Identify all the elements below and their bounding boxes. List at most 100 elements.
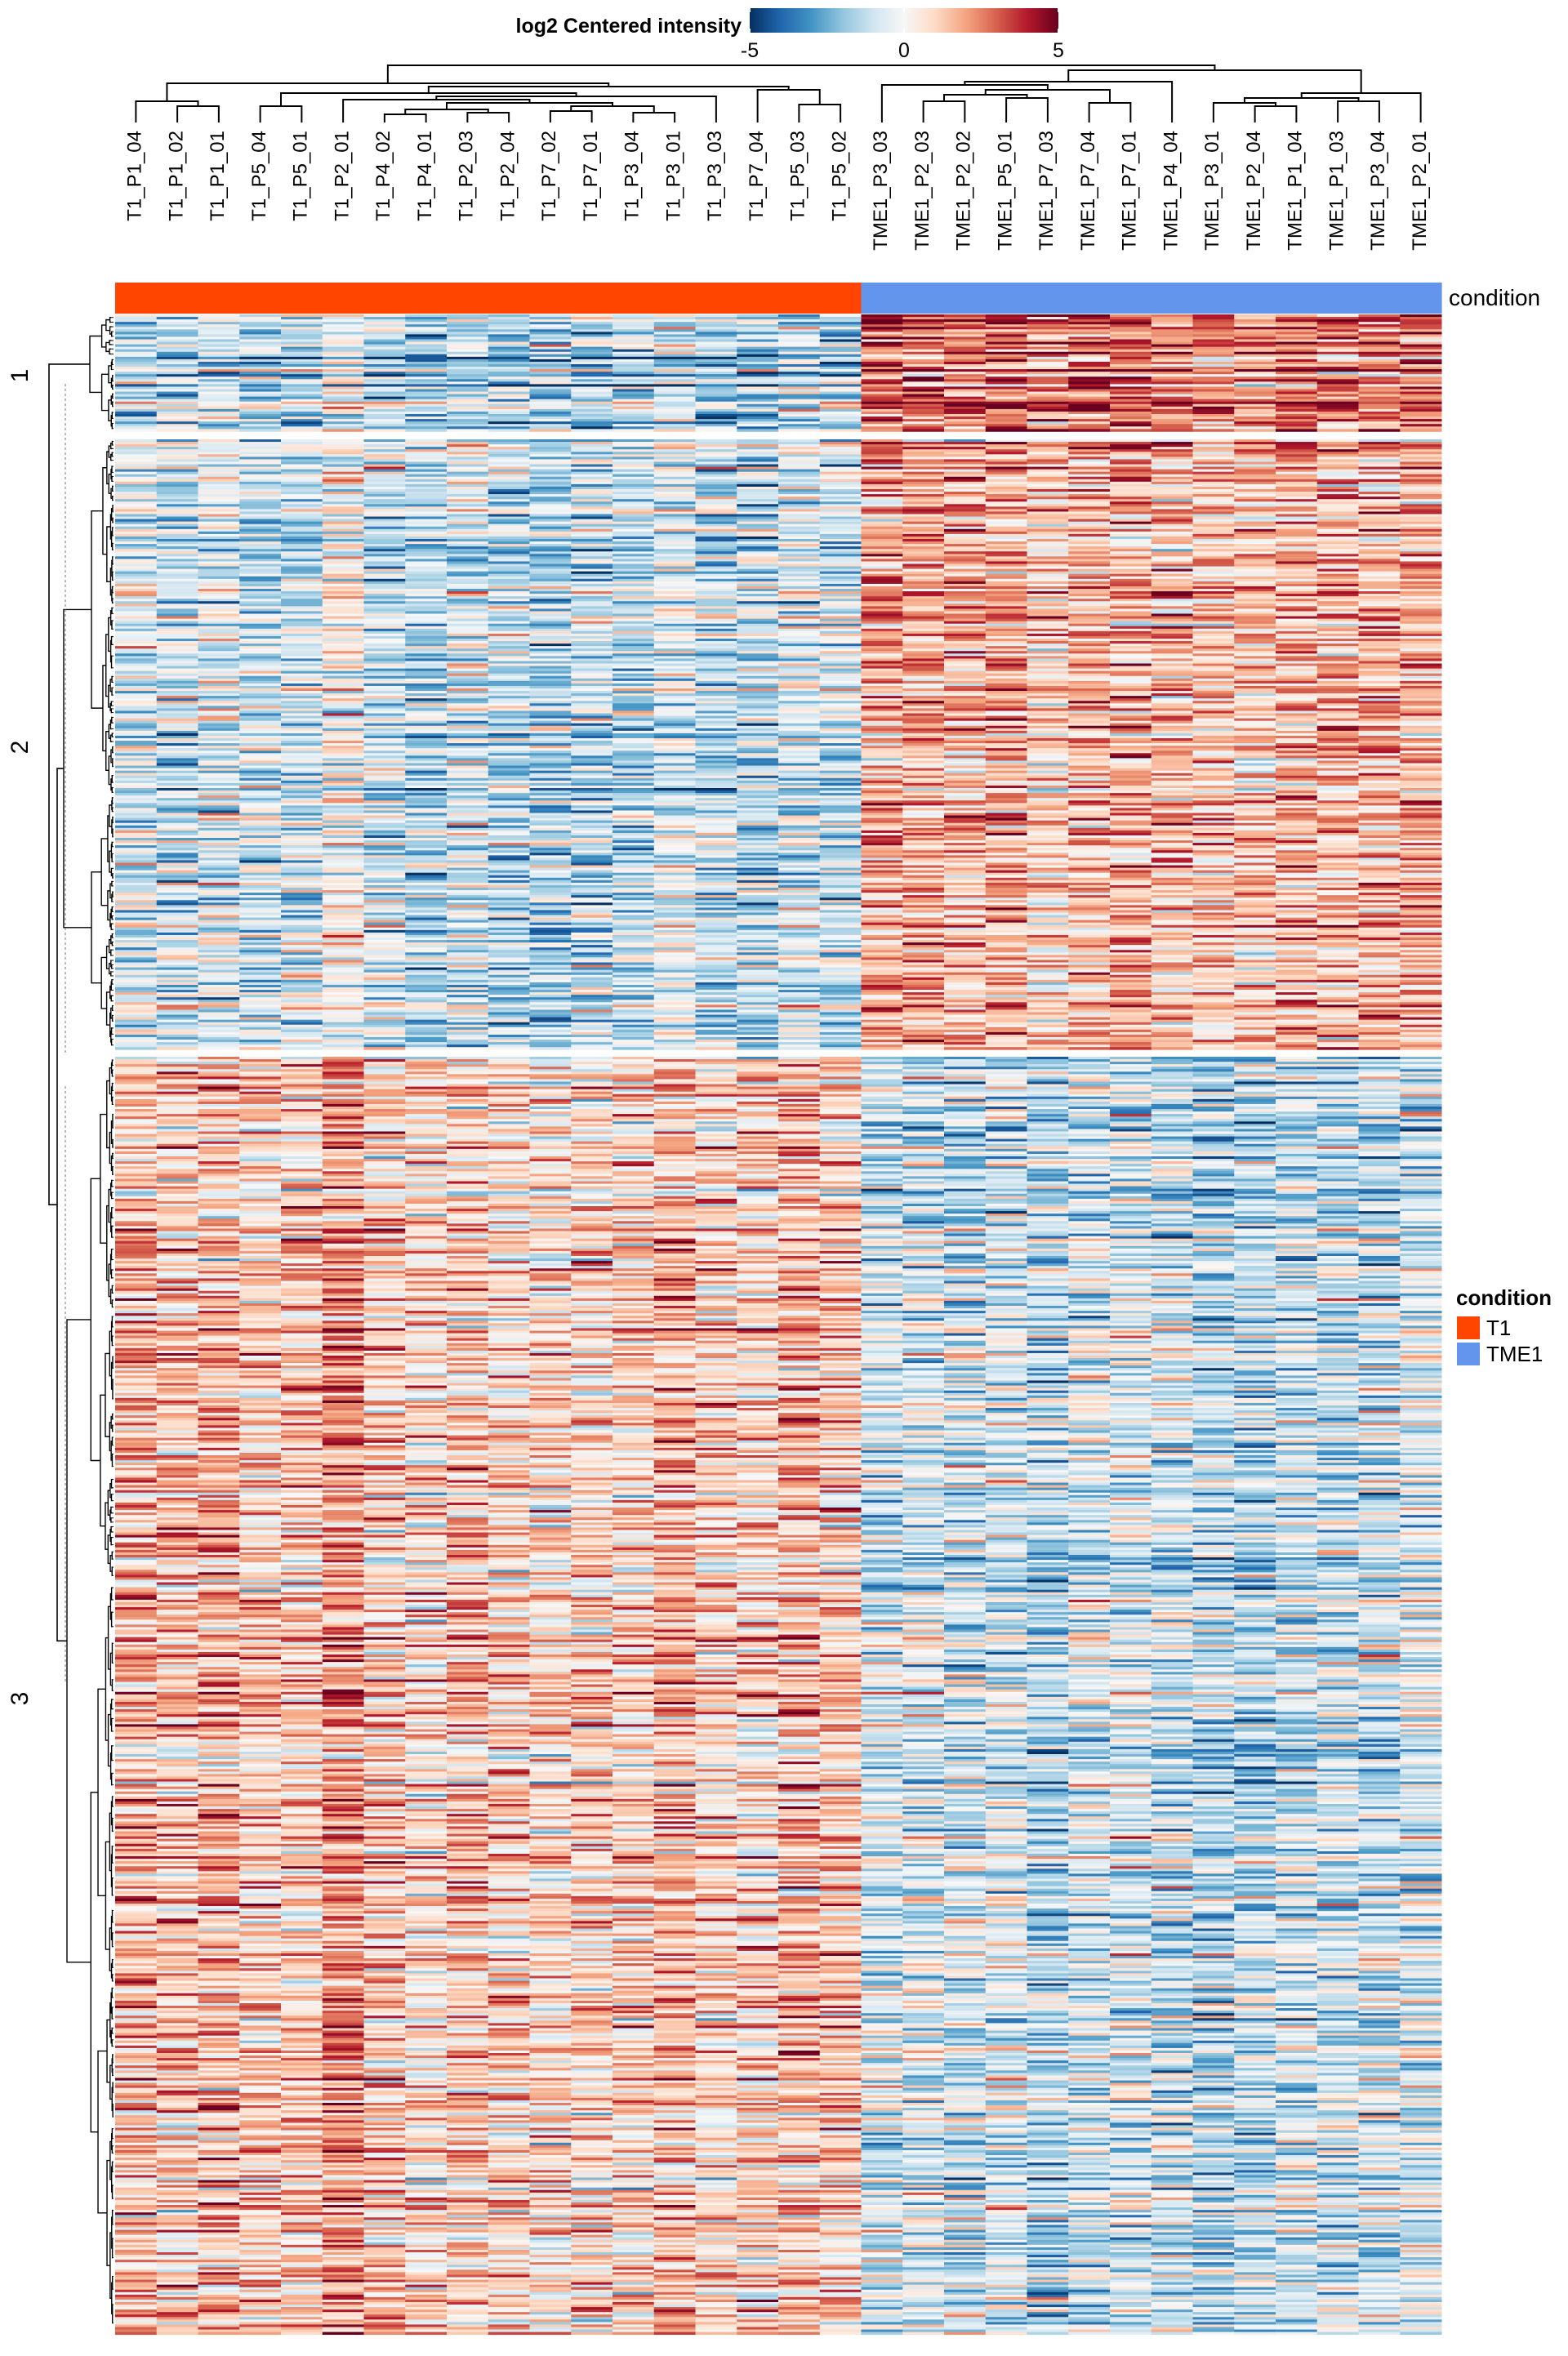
- heatmap-cell: [1359, 424, 1401, 426]
- heatmap-cell: [1068, 524, 1110, 527]
- heatmap-cell: [281, 477, 323, 479]
- heatmap-cell: [1400, 594, 1441, 596]
- heatmap-cell: [1152, 416, 1193, 419]
- heatmap-cell: [323, 601, 364, 603]
- heatmap-cell: [1068, 696, 1110, 698]
- heatmap-cell: [820, 345, 862, 347]
- heatmap-cell: [944, 407, 986, 409]
- heatmap-cell: [902, 554, 944, 556]
- heatmap-cell: [654, 392, 696, 394]
- heatmap-cell: [198, 402, 240, 404]
- heatmap-cell: [323, 589, 364, 591]
- heatmap-cell: [198, 569, 240, 572]
- heatmap-cell: [1359, 671, 1401, 674]
- heatmap-cell: [862, 497, 903, 499]
- heatmap-cell: [571, 379, 612, 381]
- heatmap-cell: [1276, 522, 1317, 524]
- heatmap-cell: [530, 524, 572, 527]
- heatmap-cell: [612, 572, 654, 574]
- heatmap-cell: [696, 334, 737, 336]
- heatmap-cell: [986, 429, 1027, 431]
- heatmap-cell: [530, 626, 572, 629]
- heatmap-cell: [1276, 327, 1317, 329]
- heatmap-cell: [1110, 669, 1152, 671]
- heatmap-cell: [696, 591, 737, 594]
- heatmap-cell: [1152, 392, 1193, 394]
- heatmap-cell: [1359, 524, 1401, 527]
- heatmap-cell: [447, 509, 488, 511]
- heatmap-cell: [820, 591, 862, 594]
- heatmap-cell: [778, 332, 820, 334]
- heatmap-cell: [364, 439, 406, 442]
- heatmap-cell: [1317, 426, 1359, 429]
- heatmap-cell: [405, 646, 447, 648]
- heatmap-cell: [778, 577, 820, 579]
- heatmap-cell: [115, 639, 157, 641]
- heatmap-cell: [239, 524, 281, 527]
- heatmap-cell: [944, 591, 986, 594]
- heatmap-cell: [820, 594, 862, 596]
- heatmap-cell: [239, 461, 281, 464]
- heatmap-cell: [1234, 477, 1276, 479]
- heatmap-cell: [1027, 554, 1069, 556]
- heatmap-cell: [239, 511, 281, 514]
- heatmap-cell: [778, 322, 820, 324]
- heatmap-cell: [986, 386, 1027, 389]
- heatmap-cell: [239, 614, 281, 617]
- heatmap-cell: [1234, 424, 1276, 426]
- heatmap-cell: [1234, 634, 1276, 636]
- heatmap-cell: [198, 641, 240, 644]
- heatmap-cell: [1152, 319, 1193, 322]
- heatmap-cell: [820, 641, 862, 644]
- heatmap-cell: [115, 556, 157, 559]
- heatmap-cell: [1317, 327, 1359, 329]
- heatmap-cell: [323, 414, 364, 416]
- heatmap-cell: [530, 556, 572, 559]
- heatmap-cell: [405, 379, 447, 381]
- heatmap-cell: [654, 688, 696, 691]
- heatmap-cell: [696, 345, 737, 347]
- heatmap-cell: [1027, 641, 1069, 644]
- heatmap-cell: [1152, 603, 1193, 606]
- heatmap-cell: [862, 606, 903, 608]
- heatmap-cell: [696, 336, 737, 339]
- heatmap-cell: [364, 539, 406, 541]
- heatmap-cell: [1027, 376, 1069, 379]
- heatmap-cell: [696, 532, 737, 534]
- heatmap-cell: [1152, 666, 1193, 669]
- column-label: T1_P5_01: [290, 131, 312, 221]
- heatmap-cell: [778, 357, 820, 359]
- heatmap-cell: [447, 591, 488, 594]
- column-label: TME1_P2_03: [911, 131, 933, 251]
- heatmap-cell: [737, 546, 778, 549]
- heatmap-cell: [1400, 352, 1441, 354]
- heatmap-cell: [1400, 679, 1441, 681]
- heatmap-cell: [612, 439, 654, 442]
- heatmap-cell: [1152, 589, 1193, 591]
- heatmap-cell: [157, 414, 198, 416]
- heatmap-cell: [737, 554, 778, 556]
- heatmap-cell: [1193, 656, 1235, 658]
- heatmap-cell: [778, 327, 820, 329]
- heatmap-cell: [778, 529, 820, 532]
- heatmap-cell: [571, 499, 612, 501]
- heatmap-cell: [488, 362, 530, 364]
- heatmap-cell: [571, 617, 612, 619]
- heatmap-cell: [1152, 596, 1193, 599]
- heatmap-cell: [1317, 579, 1359, 581]
- heatmap-cell: [612, 376, 654, 379]
- heatmap-cell: [323, 444, 364, 447]
- heatmap-cell: [944, 641, 986, 644]
- heatmap-cell: [944, 601, 986, 603]
- heatmap-cell: [323, 367, 364, 369]
- heatmap-cell: [364, 489, 406, 492]
- heatmap-cell: [1152, 522, 1193, 524]
- heatmap-cell: [323, 626, 364, 629]
- heatmap-cell: [530, 586, 572, 589]
- heatmap-cell: [696, 474, 737, 477]
- heatmap-cell: [447, 452, 488, 454]
- heatmap-cell: [364, 651, 406, 653]
- heatmap-cell: [612, 359, 654, 362]
- heatmap-cell: [239, 322, 281, 324]
